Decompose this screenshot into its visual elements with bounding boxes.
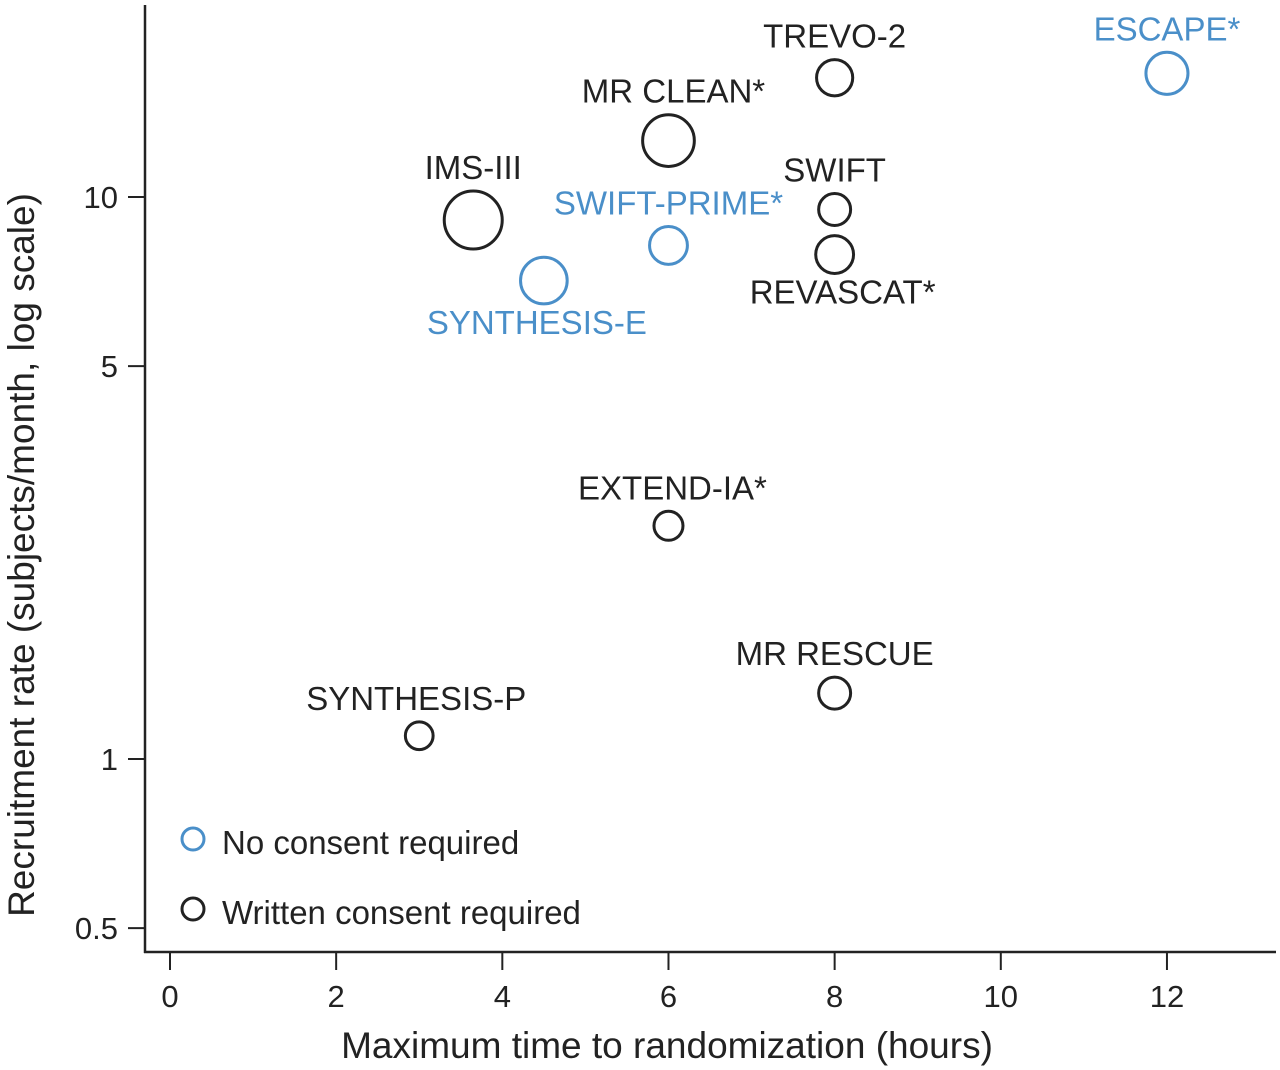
data-point: EXTEND-IA*: [578, 469, 767, 542]
data-points: ESCAPE* TREVO-2 MR CLEAN* IMS-III SWIFTSWIFT…: [306, 10, 1241, 752]
bubble-marker: [641, 113, 696, 168]
bubble-marker: [648, 225, 689, 266]
data-point: MR CLEAN*: [582, 73, 766, 168]
point-label: IMS-III: [425, 149, 522, 186]
y-tick-label: 0.5: [75, 911, 118, 946]
bubble-marker: [815, 58, 855, 98]
bubble-marker: [1144, 50, 1190, 96]
x-tick-label: 0: [161, 979, 178, 1014]
bubble-marker: [519, 255, 569, 306]
bubble-marker: [817, 675, 853, 711]
x-tick-label: 4: [494, 979, 511, 1014]
point-label: SYNTHESIS-E: [427, 304, 647, 341]
y-tick-label: 5: [101, 349, 118, 384]
point-label: SYNTHESIS-P: [306, 680, 526, 717]
bubble-marker: [403, 720, 435, 752]
data-point: MR RESCUE: [736, 635, 934, 711]
legend-label: Written consent required: [222, 894, 581, 931]
y-axis-title: Recruitment rate (subjects/month, log sc…: [1, 193, 42, 917]
point-label: REVASCAT*: [750, 273, 936, 310]
data-point: ESCAPE*: [1094, 10, 1241, 96]
point-label: MR RESCUE: [736, 635, 934, 672]
legend-marker-icon: [180, 896, 206, 922]
x-tick-label: 8: [826, 979, 843, 1014]
y-ticks: 0.5 1 5 10: [75, 180, 145, 946]
data-point: TREVO-2: [763, 18, 906, 98]
x-tick-label: 12: [1150, 979, 1184, 1014]
x-ticks: 0 2 4 6 8 10 12: [161, 952, 1184, 1014]
x-tick-label: 10: [984, 979, 1018, 1014]
x-tick-label: 2: [328, 979, 345, 1014]
point-label: ESCAPE*: [1094, 10, 1241, 47]
data-point: SWIFT-PRIME*: [554, 185, 783, 266]
y-tick-label: 10: [84, 180, 118, 215]
x-axis-title: Maximum time to randomization (hours): [341, 1025, 993, 1066]
legend-entry: Written consent required: [180, 894, 581, 931]
point-label: MR CLEAN*: [582, 73, 766, 110]
point-label: TREVO-2: [763, 18, 906, 55]
x-tick-label: 6: [660, 979, 677, 1014]
legend-entry: No consent required: [180, 824, 519, 861]
data-point: SYNTHESIS-E: [427, 255, 647, 341]
bubble-marker: [442, 189, 504, 251]
bubble-marker: [817, 192, 853, 227]
data-point: REVASCAT*: [750, 234, 936, 310]
data-point: SWIFT: [783, 152, 886, 227]
point-label: SWIFT: [783, 152, 886, 189]
data-point: IMS-III: [425, 149, 522, 251]
axes: [143, 5, 1276, 954]
legend-label: No consent required: [222, 824, 519, 861]
legend-marker-icon: [180, 826, 206, 852]
bubble-marker: [652, 509, 685, 542]
bubble-marker: [814, 234, 856, 275]
legend: No consent required Written consent requi…: [180, 824, 581, 931]
point-label: EXTEND-IA*: [578, 469, 767, 506]
data-point: SYNTHESIS-P: [306, 680, 526, 752]
y-tick-label: 1: [101, 742, 118, 777]
point-label: SWIFT-PRIME*: [554, 185, 783, 222]
